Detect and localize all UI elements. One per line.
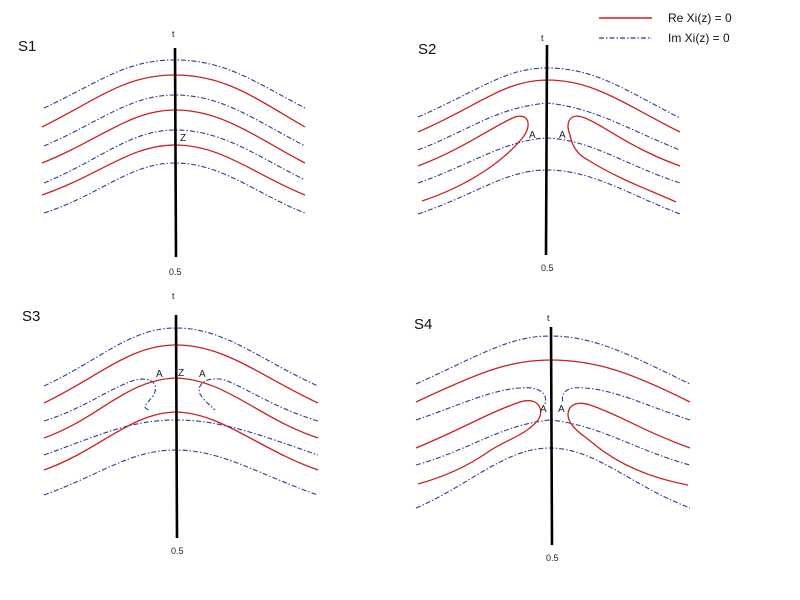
point-label-a: A xyxy=(558,404,565,415)
re-contour xyxy=(41,74,306,128)
im-contour xyxy=(417,137,681,184)
legend-re-label: Re Xi(z) = 0 xyxy=(668,11,732,25)
point-label-a: A xyxy=(199,369,206,380)
im-contour xyxy=(43,419,319,456)
panel-s4: S4 t 0.5 A A xyxy=(414,313,691,563)
axis-bottom-label: 0.5 xyxy=(541,263,554,273)
vertical-axis xyxy=(549,326,554,546)
panel-title: S2 xyxy=(418,41,436,58)
point-label-z: Z xyxy=(178,368,184,379)
re-contour xyxy=(41,144,306,196)
point-label-a: A xyxy=(156,369,163,380)
axis-top-label: t xyxy=(541,33,544,43)
im-contour xyxy=(561,387,691,421)
vertical-axis xyxy=(544,44,549,256)
legend: Re Xi(z) = 0 Im Xi(z) = 0 xyxy=(599,11,732,45)
im-contour xyxy=(43,94,306,147)
im-contour xyxy=(415,419,691,466)
panel-s2: S2 t 0.5 A A xyxy=(417,33,681,273)
im-contour xyxy=(417,67,681,119)
axis-bottom-label: 0.5 xyxy=(169,267,182,277)
im-contour xyxy=(43,129,306,184)
axis-top-label: t xyxy=(547,313,550,323)
re-contour xyxy=(417,79,681,133)
re-contour xyxy=(415,359,691,403)
vertical-axis xyxy=(174,314,179,539)
axis-top-label: t xyxy=(172,291,175,301)
point-label-z: Z xyxy=(180,133,186,144)
axis-bottom-label: 0.5 xyxy=(171,546,184,556)
im-contour xyxy=(417,169,681,215)
im-contour xyxy=(415,387,547,421)
axis-top-label: t xyxy=(172,29,175,39)
panel-s1: S1 t 0.5 Z xyxy=(18,29,306,277)
im-contour xyxy=(43,449,319,496)
re-contours xyxy=(415,359,691,486)
im-contour xyxy=(43,378,157,422)
panel-s3: S3 t 0.5 A Z A xyxy=(22,291,319,556)
im-contour xyxy=(198,378,319,422)
im-contours xyxy=(417,67,681,215)
re-contour xyxy=(567,402,691,486)
im-contour xyxy=(415,447,691,509)
im-contour xyxy=(417,102,681,151)
point-label-a: A xyxy=(540,404,547,415)
im-contours xyxy=(415,335,691,509)
point-label-a: A xyxy=(529,130,536,141)
re-contour xyxy=(43,377,319,439)
re-contour xyxy=(417,115,529,202)
legend-im-label: Im Xi(z) = 0 xyxy=(668,31,730,45)
axis-bottom-label: 0.5 xyxy=(546,553,559,563)
vertical-axis xyxy=(173,47,178,258)
panel-title: S1 xyxy=(18,38,36,55)
point-label-a: A xyxy=(559,130,566,141)
panel-title: S4 xyxy=(414,316,432,333)
im-contour xyxy=(415,335,691,385)
panel-title: S3 xyxy=(22,308,40,325)
re-contour xyxy=(41,109,306,164)
re-contour xyxy=(567,115,681,203)
re-contours xyxy=(41,74,306,196)
re-contour xyxy=(415,399,542,485)
im-contours xyxy=(43,327,319,496)
